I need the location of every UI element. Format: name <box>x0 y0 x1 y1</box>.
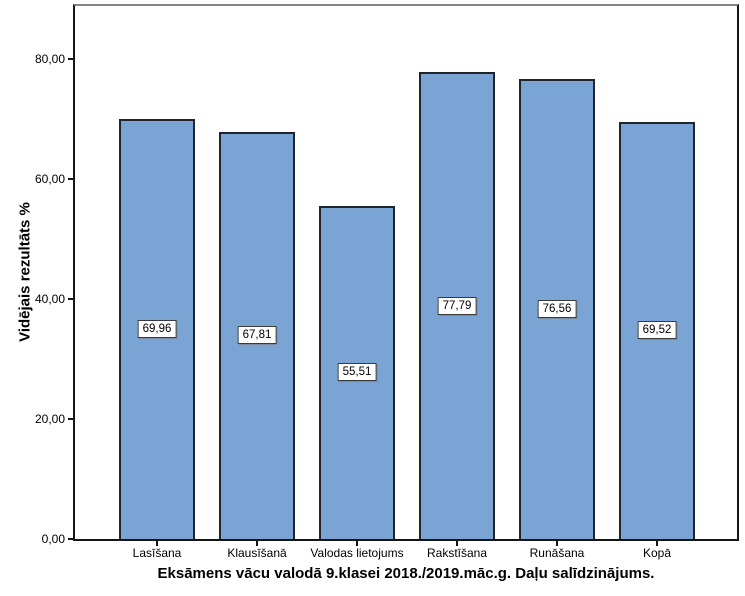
y-tick-label: 20,00 <box>34 411 65 426</box>
x-category-label: Klausīšanā <box>227 546 287 560</box>
bar-value-label: 55,51 <box>337 363 377 382</box>
y-tick <box>68 417 75 420</box>
x-tick <box>456 541 458 546</box>
y-tick-label: 0,00 <box>41 532 65 546</box>
bar-value-label: 67,81 <box>237 326 277 345</box>
y-tick <box>68 177 75 180</box>
x-tick <box>556 541 558 546</box>
bar-value-label: 69,96 <box>137 320 177 339</box>
y-tick <box>68 297 75 300</box>
bar-value-label: 76,56 <box>537 300 577 319</box>
x-tick <box>256 541 258 546</box>
y-tick <box>68 538 75 540</box>
x-category-label: Valodas lietojums <box>310 546 404 560</box>
x-tick <box>356 541 358 546</box>
y-tick-label: 80,00 <box>34 51 65 66</box>
x-category-label: Rakstīšana <box>426 546 488 560</box>
bar-value-label: 77,79 <box>437 296 477 315</box>
x-category-label: Lasīšana <box>132 546 182 560</box>
x-category-label: Runāšana <box>529 546 585 560</box>
x-tick <box>156 541 158 546</box>
plot-area: 69,96 67,81 55,51 77,79 76,56 69,52 <box>73 4 739 541</box>
y-tick-label: 60,00 <box>34 171 65 186</box>
x-category-label: Kopā <box>642 546 672 560</box>
y-axis-title: Vidējais rezultāts % <box>16 202 34 342</box>
y-tick-label: 40,00 <box>34 291 65 306</box>
x-tick <box>656 541 658 546</box>
y-tick <box>68 57 75 60</box>
x-axis-title: Eksāmens vācu valodā 9.klasei 2018./2019… <box>157 565 655 582</box>
bar-value-label: 69,52 <box>637 321 677 340</box>
